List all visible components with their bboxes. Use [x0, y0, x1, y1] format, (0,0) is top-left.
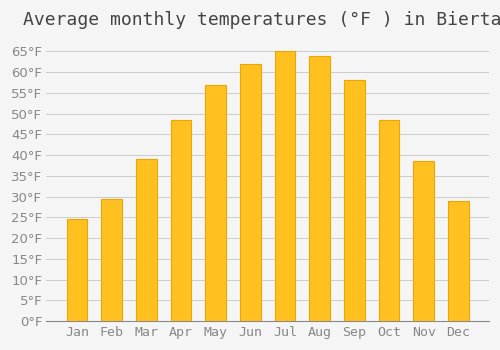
Bar — [240, 64, 260, 321]
Bar — [378, 120, 400, 321]
Bar — [136, 159, 156, 321]
Bar — [101, 199, 122, 321]
Bar — [66, 219, 87, 321]
Bar — [205, 85, 226, 321]
Bar — [274, 51, 295, 321]
Bar — [310, 56, 330, 321]
Bar — [344, 80, 364, 321]
Bar — [448, 201, 469, 321]
Bar — [170, 120, 192, 321]
Title: Average monthly temperatures (°F ) in Biertan: Average monthly temperatures (°F ) in Bi… — [23, 11, 500, 29]
Bar — [414, 161, 434, 321]
